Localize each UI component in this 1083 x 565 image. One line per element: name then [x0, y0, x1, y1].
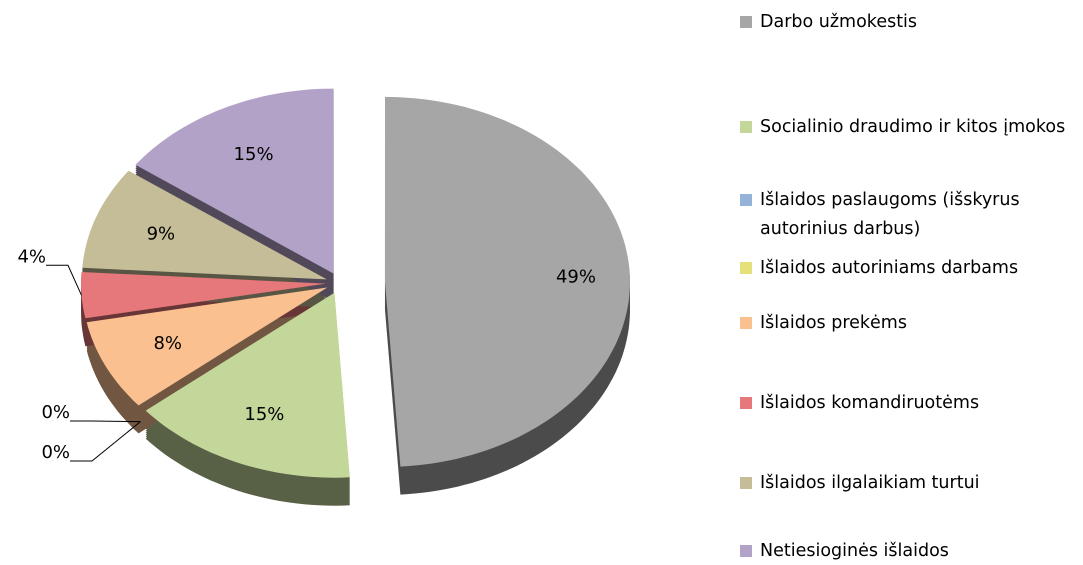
data-label: 15%	[234, 144, 274, 165]
data-label: 15%	[244, 404, 284, 425]
data-label: 49%	[556, 266, 596, 287]
legend: Darbo užmokestis Socialinio draudimo ir k…	[740, 0, 1083, 565]
leader-line	[46, 264, 82, 296]
pie-slice	[86, 287, 328, 406]
data-label: 4%	[17, 246, 46, 267]
data-label: 8%	[153, 333, 182, 354]
legend-swatch	[740, 317, 752, 329]
leader-line	[70, 420, 141, 423]
pie-slice	[81, 272, 327, 319]
pie-slice	[135, 88, 334, 274]
legend-item: Išlaidos ilgalaikiam turtui	[740, 469, 1078, 498]
legend-item: Išlaidos paslaugoms (išskyrus autorinius…	[740, 186, 1078, 244]
legend-label: Darbo užmokestis	[760, 12, 918, 32]
leader-line	[70, 421, 141, 462]
legend-swatch	[740, 121, 752, 133]
legend-label: Išlaidos paslaugoms (išskyrus autorinius…	[760, 190, 1020, 239]
legend-label: Išlaidos ilgalaikiam turtui	[760, 473, 980, 493]
data-label: 9%	[147, 223, 176, 244]
legend-item: Darbo užmokestis	[740, 8, 1078, 37]
data-label: 0%	[41, 402, 70, 423]
legend-label: Socialinio draudimo ir kitos įmokos	[760, 117, 1066, 137]
legend-label: Netiesioginės išlaidos	[760, 541, 949, 561]
legend-item: Išlaidos autoriniams darbams	[740, 254, 1078, 283]
data-label: 0%	[41, 442, 70, 463]
legend-item: Išlaidos prekėms	[740, 309, 1078, 338]
pie-slice	[82, 170, 327, 280]
legend-swatch	[740, 194, 752, 206]
legend-swatch	[740, 397, 752, 409]
pie-slice	[145, 292, 350, 478]
legend-label: Išlaidos prekėms	[760, 313, 907, 333]
legend-item: Socialinio draudimo ir kitos įmokos	[740, 113, 1078, 142]
pie-slice	[384, 96, 630, 467]
legend-item: Netiesioginės išlaidos	[740, 537, 1078, 565]
legend-label: Išlaidos autoriniams darbams	[760, 258, 1019, 278]
pie-area: 49% 15% 0% 0% 8% 4% 9% 15%	[17, 88, 630, 506]
legend-label: Išlaidos komandiruotėms	[760, 393, 980, 413]
legend-swatch	[740, 262, 752, 274]
legend-swatch	[740, 477, 752, 489]
legend-item: Išlaidos komandiruotėms	[740, 389, 1078, 418]
legend-swatch	[740, 545, 752, 557]
legend-swatch	[740, 16, 752, 28]
